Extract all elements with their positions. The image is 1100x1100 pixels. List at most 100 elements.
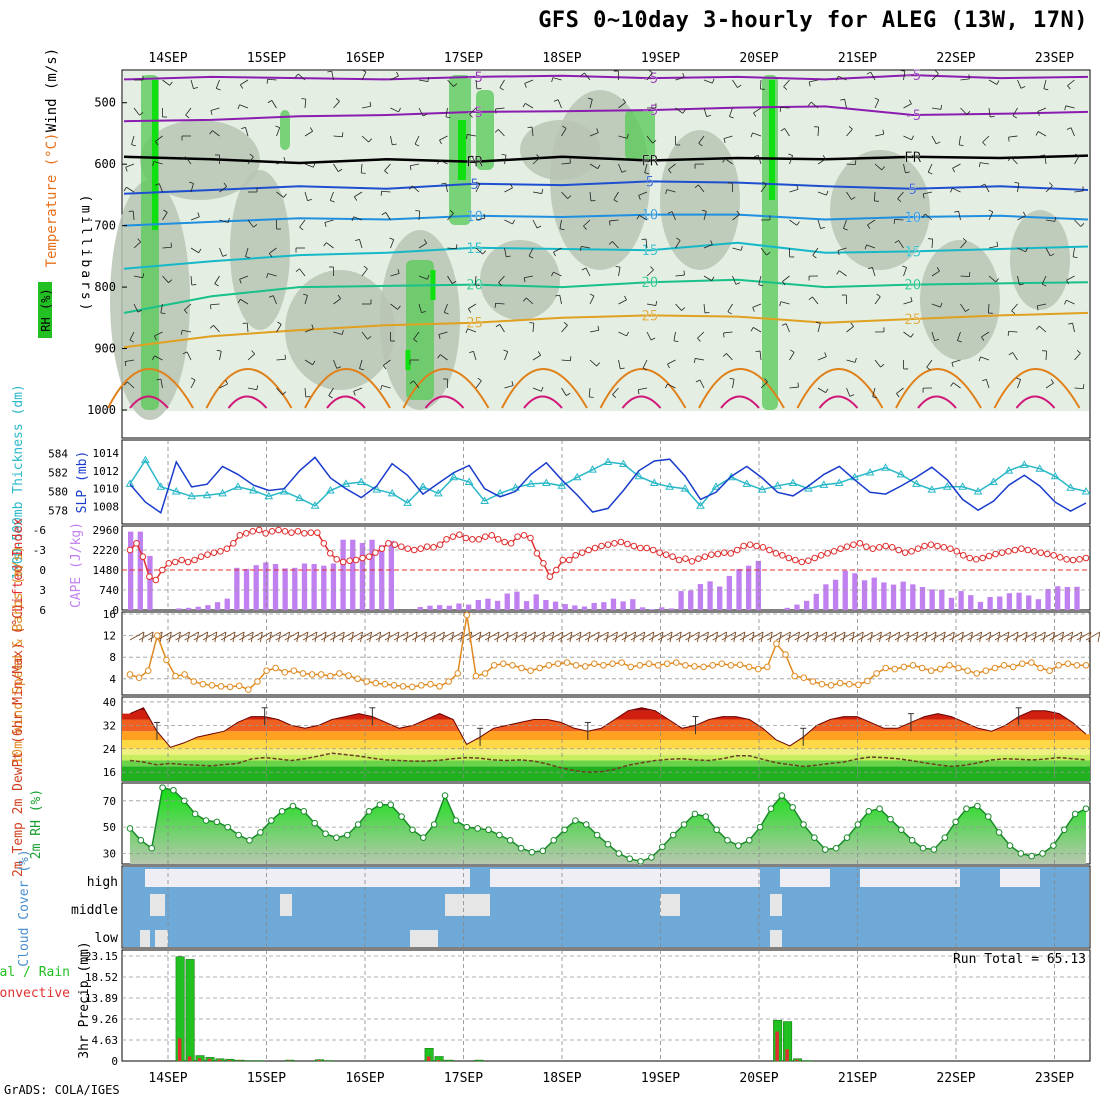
- lifted-index-point: [230, 540, 237, 547]
- lifted-index-point: [217, 548, 224, 555]
- lifted-index-point: [804, 557, 812, 564]
- wind-barb: [645, 239, 648, 249]
- rh-point: [800, 821, 807, 828]
- wind-barb: [559, 219, 562, 229]
- wind-barb: [874, 99, 880, 109]
- wind-speed-point: [754, 665, 762, 673]
- surface-wind-barb: [1058, 631, 1073, 641]
- wind-barb: [612, 387, 619, 395]
- rh-point: [561, 826, 568, 834]
- wind-barb-flag: [227, 218, 230, 223]
- wind-barb-flag: [722, 158, 726, 163]
- wind-barb-flag: [712, 78, 715, 84]
- temp-band: [122, 731, 1090, 740]
- wind-barb: [1074, 387, 1084, 390]
- wind-barb-flag: [330, 200, 335, 203]
- wind-barb: [1045, 219, 1055, 222]
- wind-speed-point: [190, 678, 198, 685]
- wind-barb: [1074, 190, 1084, 193]
- wind-barb: [381, 190, 391, 193]
- wind-barb: [552, 77, 562, 81]
- wind-barb-flag: [537, 351, 541, 356]
- top-day-label: 16SEP: [345, 51, 384, 66]
- wind-barb: [988, 211, 994, 221]
- wind-barb-flag: [808, 296, 813, 300]
- wind-speed-point: [144, 667, 152, 675]
- wind-barb-flag: [124, 381, 128, 386]
- wind-barb-flag: [854, 357, 857, 363]
- lifted-index-point: [656, 549, 663, 556]
- wind-barb: [219, 383, 228, 389]
- surface-wind-barb-flag: [323, 631, 327, 643]
- surface-wind-barb-flag: [168, 631, 172, 643]
- cloud-high-clear: [860, 869, 960, 887]
- thickness-line: [129, 458, 1087, 507]
- warm-contour: [895, 368, 982, 409]
- surface-wind-barb-flag: [451, 631, 455, 643]
- wind-barb: [1066, 275, 1075, 281]
- wind-barb-flag: [1007, 157, 1012, 161]
- wind-barb: [531, 127, 534, 137]
- cape-bar: [668, 608, 675, 610]
- wind-barb: [589, 359, 597, 367]
- cape-bar: [900, 581, 906, 610]
- lifted-index-point: [359, 554, 366, 562]
- wind-speed-point: [727, 662, 735, 669]
- thickness-point: [896, 469, 906, 478]
- wind-barb: [129, 331, 135, 341]
- hot-contour: [424, 395, 465, 409]
- wind-barb: [410, 163, 420, 167]
- wind-speed-point: [946, 662, 953, 669]
- wind-barb: [213, 325, 220, 333]
- wind-speed-point: [937, 665, 944, 673]
- wind-barb-flag: [528, 255, 534, 259]
- cloud-layer-middle-label: middle: [71, 903, 118, 918]
- lifted-index-point: [875, 544, 883, 551]
- cape-bar: [301, 563, 308, 610]
- lifted-index-point: [695, 555, 702, 562]
- wind-barb: [390, 273, 400, 277]
- wind-barb-flag: [597, 164, 601, 169]
- wind-barb-flag: [253, 224, 258, 228]
- wind-barb: [504, 187, 513, 193]
- thickness-point: [757, 485, 767, 493]
- cape-bar: [861, 580, 868, 610]
- wind-barb: [1045, 350, 1048, 361]
- wind-barb-flag: [1050, 379, 1054, 384]
- wind-barb-flag: [959, 144, 964, 146]
- surface-wind-barb: [585, 631, 600, 641]
- side-label-temperature: Temperature (°C): [44, 133, 60, 268]
- wind-barb: [245, 127, 249, 137]
- rh-green-column: [625, 110, 655, 160]
- thickness-tick-label: 580: [48, 486, 68, 499]
- wind-barb: [445, 183, 448, 193]
- surface-wind-barb: [812, 631, 828, 641]
- wind-barb: [154, 355, 163, 361]
- wind-barb-flag: [468, 308, 472, 313]
- cape-bar: [224, 598, 230, 610]
- wind-barb: [723, 331, 733, 334]
- wind-barb-flag: [788, 153, 793, 156]
- isotherm-label: 25: [904, 312, 921, 328]
- wind-barb-flag: [154, 183, 160, 186]
- surface-wind-barb-flag: [924, 631, 928, 643]
- rh-point: [1082, 805, 1090, 813]
- wind-barb: [927, 163, 933, 173]
- wind-barb-flag: [642, 367, 648, 371]
- lifted-index-point: [481, 533, 489, 540]
- wind-barb: [390, 107, 399, 113]
- surface-wind-barb-flag: [669, 631, 673, 643]
- wind-barb: [960, 275, 970, 278]
- cape-bar: [581, 606, 588, 610]
- surface-wind-barb: [594, 631, 609, 641]
- surface-wind-barb-flag: [560, 631, 564, 643]
- isotherm-label: 20: [904, 278, 921, 294]
- surface-wind-barb-flag: [633, 631, 637, 643]
- rh-bright-core: [458, 120, 466, 180]
- cape-bar: [601, 602, 607, 610]
- wind-barb-flag: [762, 181, 767, 186]
- wind-barb: [758, 275, 762, 285]
- wind-barb: [439, 135, 448, 141]
- bottom-day-label: 18SEP: [542, 1071, 581, 1086]
- surface-wind-barb: [229, 631, 245, 641]
